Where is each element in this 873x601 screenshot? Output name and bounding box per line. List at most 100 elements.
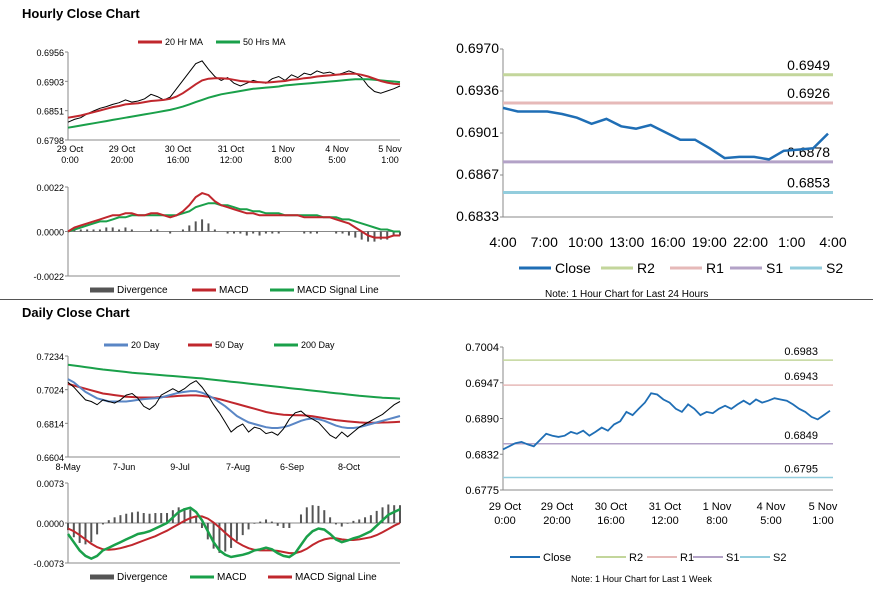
hourly-levels-xtick: 1:00: [778, 234, 805, 250]
daily-level-s1-label: 0.6849: [784, 430, 818, 442]
hourly-price-xtick-time: 1:00: [381, 155, 399, 165]
hourly-level-r1-label: 0.6926: [787, 85, 830, 101]
daily-levels-legend-label: Close: [543, 552, 571, 564]
daily-close-line: [502, 392, 831, 451]
daily-levels-legend-label: R1: [680, 552, 694, 564]
hourly-levels-legend-label: S1: [766, 260, 783, 276]
hourly-price-line: [67, 60, 401, 123]
hourly-levels-legend-label: Close: [555, 260, 591, 276]
daily-levels-xtick-time: 5:00: [760, 515, 781, 527]
daily-levels-xtick-date: 31 Oct: [649, 501, 681, 513]
daily-price-ytick: 0.7234: [36, 352, 64, 362]
hourly-price-xtick-time: 8:00: [274, 155, 292, 165]
hourly-price-xtick-time: 5:00: [328, 155, 346, 165]
hourly-legend-ma50-swatch: [216, 40, 240, 44]
daily-price-xtick: 6-Sep: [280, 462, 304, 472]
hourly-price-xtick-date: 1 Nov: [271, 144, 295, 154]
hourly-levels-xtick: 13:00: [609, 234, 644, 250]
hourly-ma50-line: [67, 78, 401, 129]
hourly-price-xtick-time: 16:00: [167, 155, 190, 165]
hourly-legend-ma20-label: 20 Hr MA: [165, 37, 203, 47]
daily-levels-legend-label: R2: [629, 552, 643, 564]
hourly-price-xtick-date: 29 Oct: [57, 144, 84, 154]
daily-price-ytick: 0.6814: [36, 419, 64, 429]
daily-levels-xtick-time: 1:00: [812, 515, 833, 527]
daily-levels-ytick: 0.6890: [465, 414, 499, 426]
hourly-legend-macd-label: MACD: [219, 285, 248, 296]
hourly-levels-note: Note: 1 Hour Chart for Last 24 Hours: [545, 289, 709, 300]
daily-legend-ma200-label: 200 Day: [301, 340, 335, 350]
hourly-levels-ytick: 0.6833: [456, 208, 499, 224]
daily-price-ytick: 0.6604: [36, 453, 64, 463]
daily-ma50-line: [67, 382, 401, 424]
hourly-macd-line: [67, 192, 400, 239]
hourly-price-xtick-date: 29 Oct: [109, 144, 136, 154]
daily-levels-ytick: 0.6775: [465, 485, 499, 497]
daily-levels-ytick: 0.6947: [465, 378, 499, 390]
daily-levels-xtick-time: 0:00: [494, 515, 515, 527]
hourly-levels-xtick: 16:00: [650, 234, 685, 250]
daily-levels-legend-label: S2: [773, 552, 786, 564]
hourly-macd-ytick: 0.0000: [36, 228, 64, 238]
hourly-ma20-line: [67, 72, 401, 119]
hourly-macd-ytick: -0.0022: [33, 272, 64, 282]
hourly-price-xtick-date: 31 Oct: [218, 144, 245, 154]
hourly-legend-divergence-label: Divergence: [117, 285, 168, 296]
daily-macd-ytick: 0.0073: [36, 479, 64, 489]
hourly-levels-ytick: 0.6901: [456, 124, 499, 140]
daily-levels-xtick-date: 29 Oct: [541, 501, 573, 513]
daily-price-xtick: 7-Jun: [113, 462, 136, 472]
daily-macd-ytick: -0.0073: [33, 559, 64, 569]
daily-levels-xtick-date: 1 Nov: [703, 501, 732, 513]
daily-price-xtick: 8-May: [55, 462, 81, 472]
daily-levels-xtick-time: 20:00: [543, 515, 571, 527]
daily-levels-ytick: 0.7004: [465, 342, 499, 354]
daily-levels-xtick-time: 12:00: [651, 515, 679, 527]
daily-level-s2-label: 0.6795: [784, 464, 818, 476]
daily-legend-signal-label: MACD Signal Line: [295, 572, 377, 583]
daily-price-xtick: 7-Aug: [226, 462, 250, 472]
hourly-price-xtick-time: 20:00: [111, 155, 134, 165]
daily-level-r1-label: 0.6943: [784, 371, 818, 383]
hourly-price-xtick-date: 5 Nov: [378, 144, 402, 154]
daily-section-title: Daily Close Chart: [22, 305, 130, 320]
hourly-levels-xtick: 7:00: [531, 234, 558, 250]
hourly-levels-chart: 0.6970 0.6936 0.6901 0.6867 0.6833 4:00 7:00 10…: [456, 40, 847, 276]
daily-price-line: [67, 380, 401, 440]
daily-levels-note: Note: 1 Hour Chart for Last 1 Week: [571, 574, 712, 584]
daily-ma20-line: [67, 378, 401, 429]
daily-levels-legend-label: S1: [726, 552, 739, 564]
hourly-price-ytick: 0.6798: [36, 136, 64, 146]
daily-legend-ma20-label: 20 Day: [131, 340, 160, 350]
daily-macd-line: [66, 506, 401, 560]
hourly-price-xtick-date: 4 Nov: [325, 144, 349, 154]
hourly-levels-legend-label: S2: [826, 260, 843, 276]
daily-macd-chart: 0.0073 0.0000 -0.0073 Divergence MACD MACD Si…: [33, 479, 401, 583]
daily-legend-divergence-swatch: [90, 574, 114, 580]
hourly-legend-divergence-swatch: [90, 287, 114, 293]
hourly-price-ytick: 0.6851: [36, 107, 64, 117]
section-divider: [0, 299, 873, 300]
hourly-levels-ytick: 0.6936: [456, 82, 499, 98]
daily-legend-ma50-swatch: [188, 343, 212, 347]
hourly-macd-chart: 0.0022 0.0000 -0.0022 Divergence MACD MACD Si…: [33, 183, 401, 296]
daily-legend-macd-swatch: [190, 575, 214, 579]
daily-level-r2-label: 0.6983: [784, 346, 818, 358]
daily-levels-xtick-date: 5 Nov: [809, 501, 838, 513]
hourly-legend-signal-swatch: [270, 288, 294, 292]
hourly-price-ytick: 0.6903: [36, 77, 64, 87]
hourly-levels-ytick: 0.6970: [456, 40, 499, 56]
hourly-levels-xtick: 10:00: [568, 234, 603, 250]
hourly-legend-macd-swatch: [192, 288, 216, 292]
daily-levels-xtick-date: 4 Nov: [757, 501, 786, 513]
hourly-levels-ytick: 0.6867: [456, 166, 499, 182]
hourly-level-r2-label: 0.6949: [787, 57, 830, 73]
daily-levels-xtick-time: 16:00: [597, 515, 625, 527]
hourly-level-s1-label: 0.6878: [787, 144, 830, 160]
daily-legend-signal-swatch: [268, 575, 292, 579]
daily-legend-divergence-label: Divergence: [117, 572, 168, 583]
hourly-price-xtick-date: 30 Oct: [165, 144, 192, 154]
hourly-levels-xtick: 4:00: [489, 234, 516, 250]
